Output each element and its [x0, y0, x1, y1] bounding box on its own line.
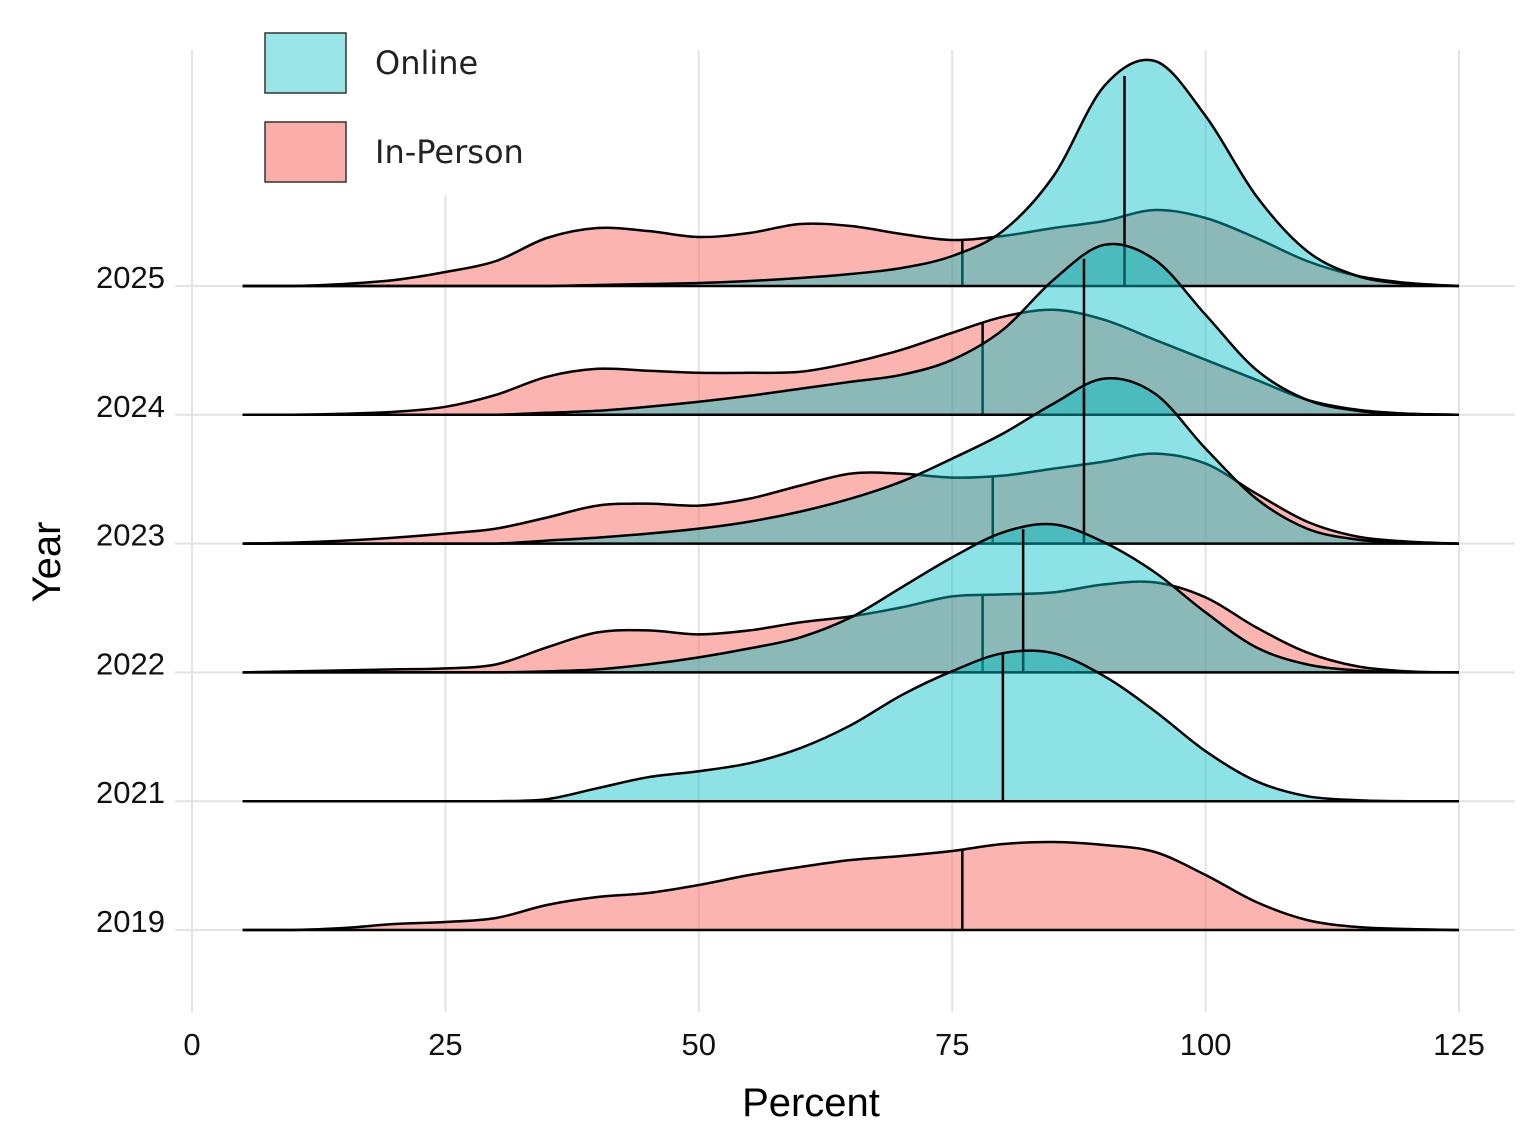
x-tick-label: 50	[682, 1027, 716, 1062]
density-fill-online	[242, 243, 1460, 415]
legend-label-in-person: In-Person	[375, 133, 524, 171]
legend-label-online: Online	[375, 44, 478, 82]
density-line-in-person	[242, 452, 1460, 545]
x-tick-label: 75	[935, 1027, 969, 1062]
ridge-2021	[242, 649, 1460, 803]
x-tick-label: 125	[1433, 1027, 1485, 1062]
y-axis-title: Year	[25, 522, 69, 603]
y-tick-label: 2021	[96, 775, 165, 810]
density-fill-online	[242, 378, 1460, 544]
legend-swatch-online	[264, 32, 347, 94]
density-fill-in-person	[242, 209, 1460, 286]
ridge-2025	[242, 58, 1460, 288]
x-tick-labels: 0 25 50 75 100 125	[183, 1027, 1484, 1062]
density-line-in-person	[242, 208, 1460, 288]
density-fill-in-person	[242, 841, 1460, 930]
density-fill-in-person	[242, 581, 1460, 673]
x-tick-label: 0	[183, 1027, 200, 1062]
ridges	[242, 58, 1460, 932]
y-tick-labels: 2025 2024 2023 2022 2021 2019	[96, 260, 165, 939]
density-fill-online	[242, 524, 1460, 673]
y-tick-label: 2019	[96, 904, 165, 939]
density-line-in-person	[242, 308, 1460, 417]
y-tick-label: 2024	[96, 389, 165, 424]
x-tick-label: 25	[428, 1027, 462, 1062]
density-fill-in-person	[242, 309, 1460, 415]
x-tick-label: 100	[1180, 1027, 1232, 1062]
y-tick-label: 2022	[96, 646, 165, 681]
density-fill-online	[242, 59, 1460, 286]
y-tick-label: 2023	[96, 518, 165, 553]
density-line-in-person	[242, 840, 1460, 932]
legend-swatch-in-person	[264, 121, 347, 183]
ridge-2019	[242, 840, 1460, 932]
x-axis-title: Percent	[742, 1081, 880, 1125]
ridge-2024	[242, 242, 1460, 417]
ridge-2022	[242, 522, 1460, 674]
y-tick-label: 2025	[96, 260, 165, 295]
ridge-2023	[242, 377, 1460, 545]
legend: Online In-Person	[250, 20, 550, 195]
